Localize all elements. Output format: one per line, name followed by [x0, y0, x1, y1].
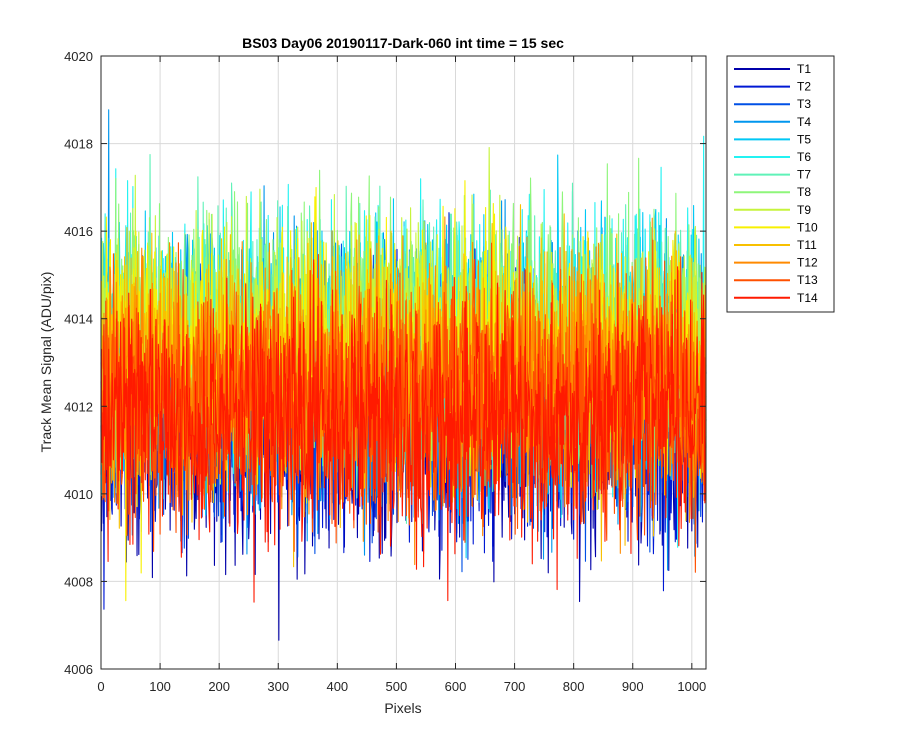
- y-tick-label: 4012: [64, 399, 93, 414]
- x-tick-label: 800: [563, 679, 585, 694]
- legend-label-t10: T10: [797, 220, 818, 234]
- x-axis-ticks: 0 100 200 300 400 500 600 700 800 900 1000: [97, 56, 706, 694]
- x-tick-label: 700: [504, 679, 526, 694]
- plot-frame: [100, 55, 707, 670]
- x-tick-label: 0: [97, 679, 104, 694]
- legend-label-t11: T11: [797, 238, 817, 252]
- legend-label-t1: T1: [797, 62, 811, 76]
- y-axis-label: Track Mean Signal (ADU/pix): [38, 272, 54, 453]
- legend-label-t6: T6: [797, 150, 811, 164]
- x-tick-label: 600: [445, 679, 467, 694]
- legend-label-t14: T14: [797, 291, 818, 305]
- x-tick-label: 100: [149, 679, 171, 694]
- x-tick-label: 400: [326, 679, 348, 694]
- legend-label-t5: T5: [797, 132, 811, 146]
- y-tick-label: 4006: [64, 662, 93, 677]
- y-tick-label: 4020: [64, 49, 93, 64]
- x-tick-label: 1000: [677, 679, 706, 694]
- legend-label-t2: T2: [797, 80, 811, 94]
- x-tick-label: 500: [386, 679, 408, 694]
- x-tick-label: 300: [267, 679, 289, 694]
- y-tick-label: 4014: [64, 312, 93, 327]
- y-tick-label: 4016: [64, 224, 93, 239]
- legend-label-t9: T9: [797, 203, 811, 217]
- legend-label-t3: T3: [797, 97, 811, 111]
- y-axis-ticks: 4006 4008 4010 4012 4014 4016 4018 4020: [64, 49, 706, 677]
- legend-label-t8: T8: [797, 185, 811, 199]
- y-tick-label: 4018: [64, 137, 93, 152]
- legend-box: [726, 55, 835, 313]
- legend-label-t13: T13: [797, 273, 818, 287]
- legend: T1 T2 T3 T4 T5 T6 T7 T8 T9 T10 T11 T12 T13 T14: [726, 55, 835, 313]
- y-tick-label: 4008: [64, 574, 93, 589]
- legend-label-t12: T12: [797, 256, 818, 270]
- series-lines: [100, 109, 707, 641]
- legend-label-t4: T4: [797, 115, 811, 129]
- chart-title: BS03 Day06 20190117-Dark-060 int time = …: [242, 35, 564, 51]
- legend-label-t7: T7: [797, 168, 811, 182]
- series-line-t14: [100, 259, 707, 603]
- y-tick-label: 4010: [64, 487, 93, 502]
- x-axis-label: Pixels: [384, 700, 421, 716]
- x-tick-label: 200: [208, 679, 230, 694]
- x-tick-label: 900: [622, 679, 644, 694]
